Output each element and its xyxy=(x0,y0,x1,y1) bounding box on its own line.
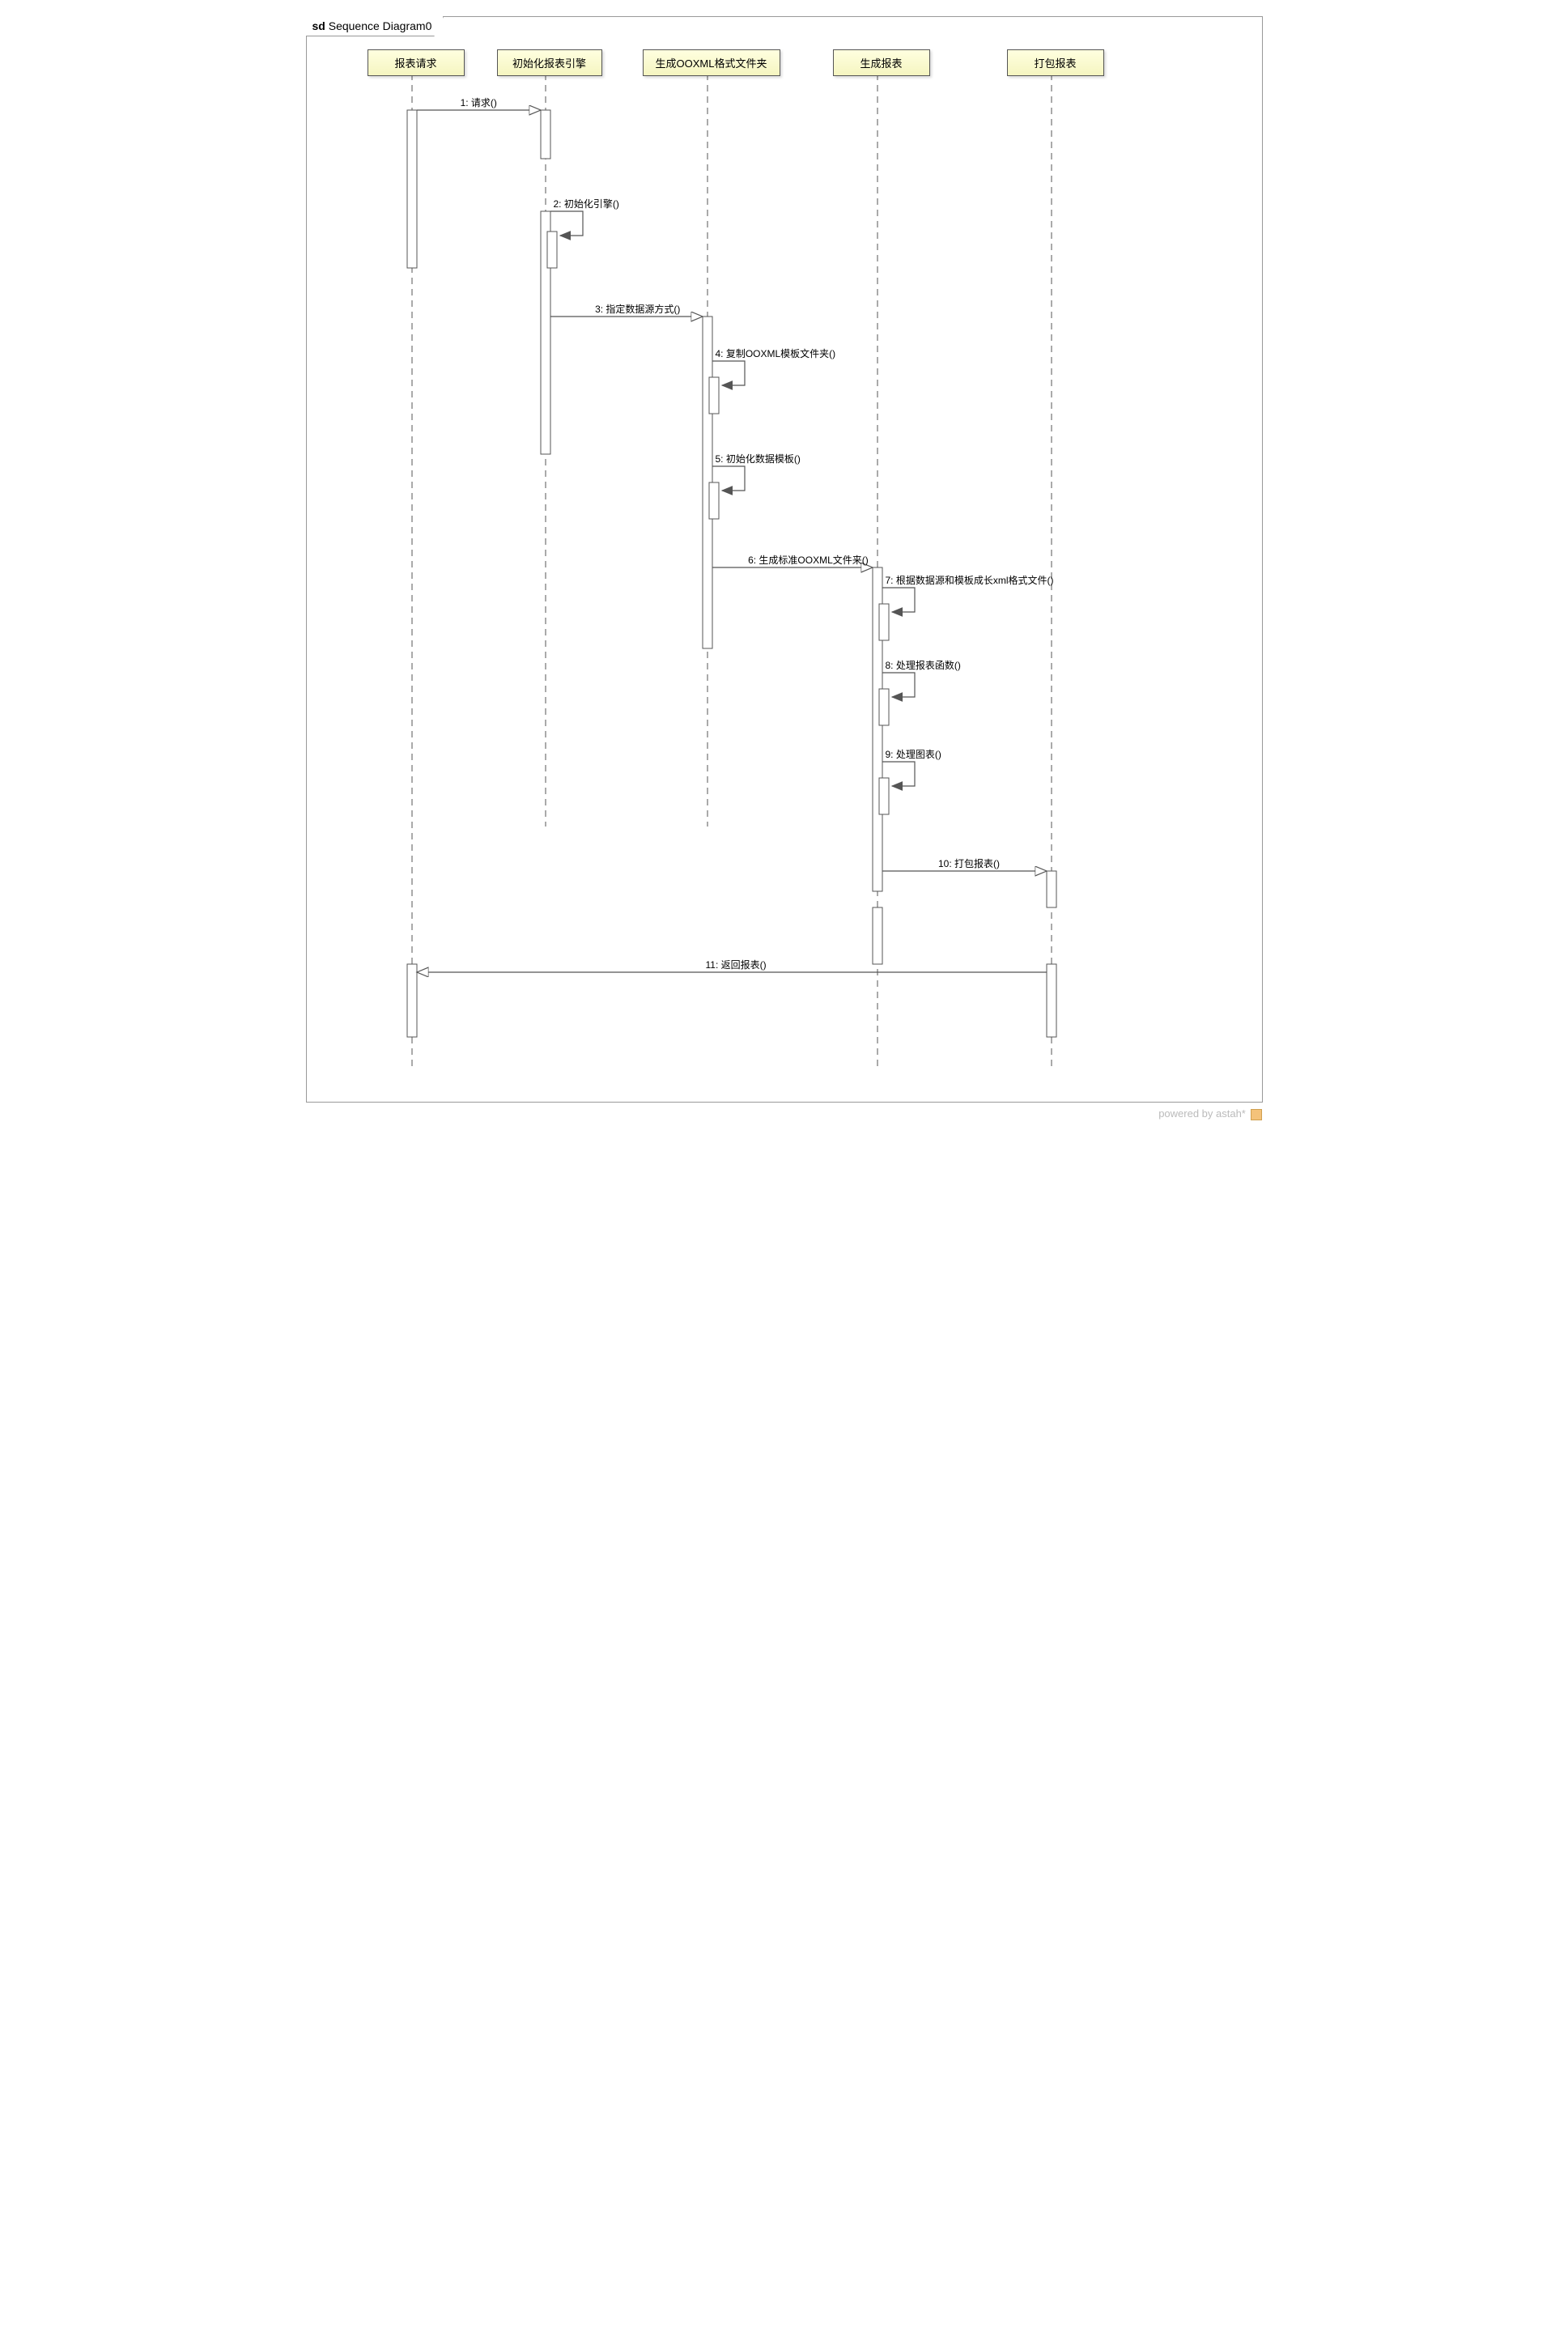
footer-text: powered by astah* xyxy=(1158,1107,1246,1120)
lifeline-head: 初始化报表引擎 xyxy=(497,49,602,76)
activation-bar xyxy=(709,377,719,414)
message-label: 10: 打包报表() xyxy=(938,856,1000,870)
activation-bar xyxy=(879,604,889,640)
activation-bar xyxy=(1047,964,1056,1037)
message-label: 1: 请求() xyxy=(461,96,497,109)
activation-bar xyxy=(541,110,550,159)
astah-logo-icon xyxy=(1251,1109,1262,1120)
message-label: 3: 指定数据源方式() xyxy=(595,302,680,316)
message-label: 9: 处理图表() xyxy=(886,747,941,761)
activation-bar xyxy=(709,482,719,519)
lifeline-head: 生成报表 xyxy=(833,49,930,76)
footer: powered by astah* xyxy=(307,1107,1262,1120)
activation-bar xyxy=(407,110,417,268)
lifeline-head: 报表请求 xyxy=(368,49,465,76)
message-label: 4: 复制OOXML模板文件夹() xyxy=(716,346,836,360)
activation-bar xyxy=(547,232,557,268)
message-label: 8: 处理报表函数() xyxy=(886,658,961,672)
lifeline-head: 生成OOXML格式文件夹 xyxy=(643,49,780,76)
activation-bar xyxy=(407,964,417,1037)
activation-bar xyxy=(1047,871,1056,907)
activation-bar xyxy=(879,778,889,814)
sequence-diagram-frame: sd Sequence Diagram0 报表请求初始化报表引擎生成OOXML格… xyxy=(306,16,1263,1103)
message-label: 11: 返回报表() xyxy=(706,958,767,971)
activation-bar xyxy=(873,907,882,964)
message-label: 7: 根据数据源和模板成长xml格式文件() xyxy=(886,573,1054,587)
message-label: 6: 生成标准OOXML文件来() xyxy=(748,553,869,567)
message-label: 5: 初始化数据模板() xyxy=(716,452,801,465)
lifeline-head: 打包报表 xyxy=(1007,49,1104,76)
message-label: 2: 初始化引擎() xyxy=(554,197,619,210)
activation-bar xyxy=(879,689,889,725)
